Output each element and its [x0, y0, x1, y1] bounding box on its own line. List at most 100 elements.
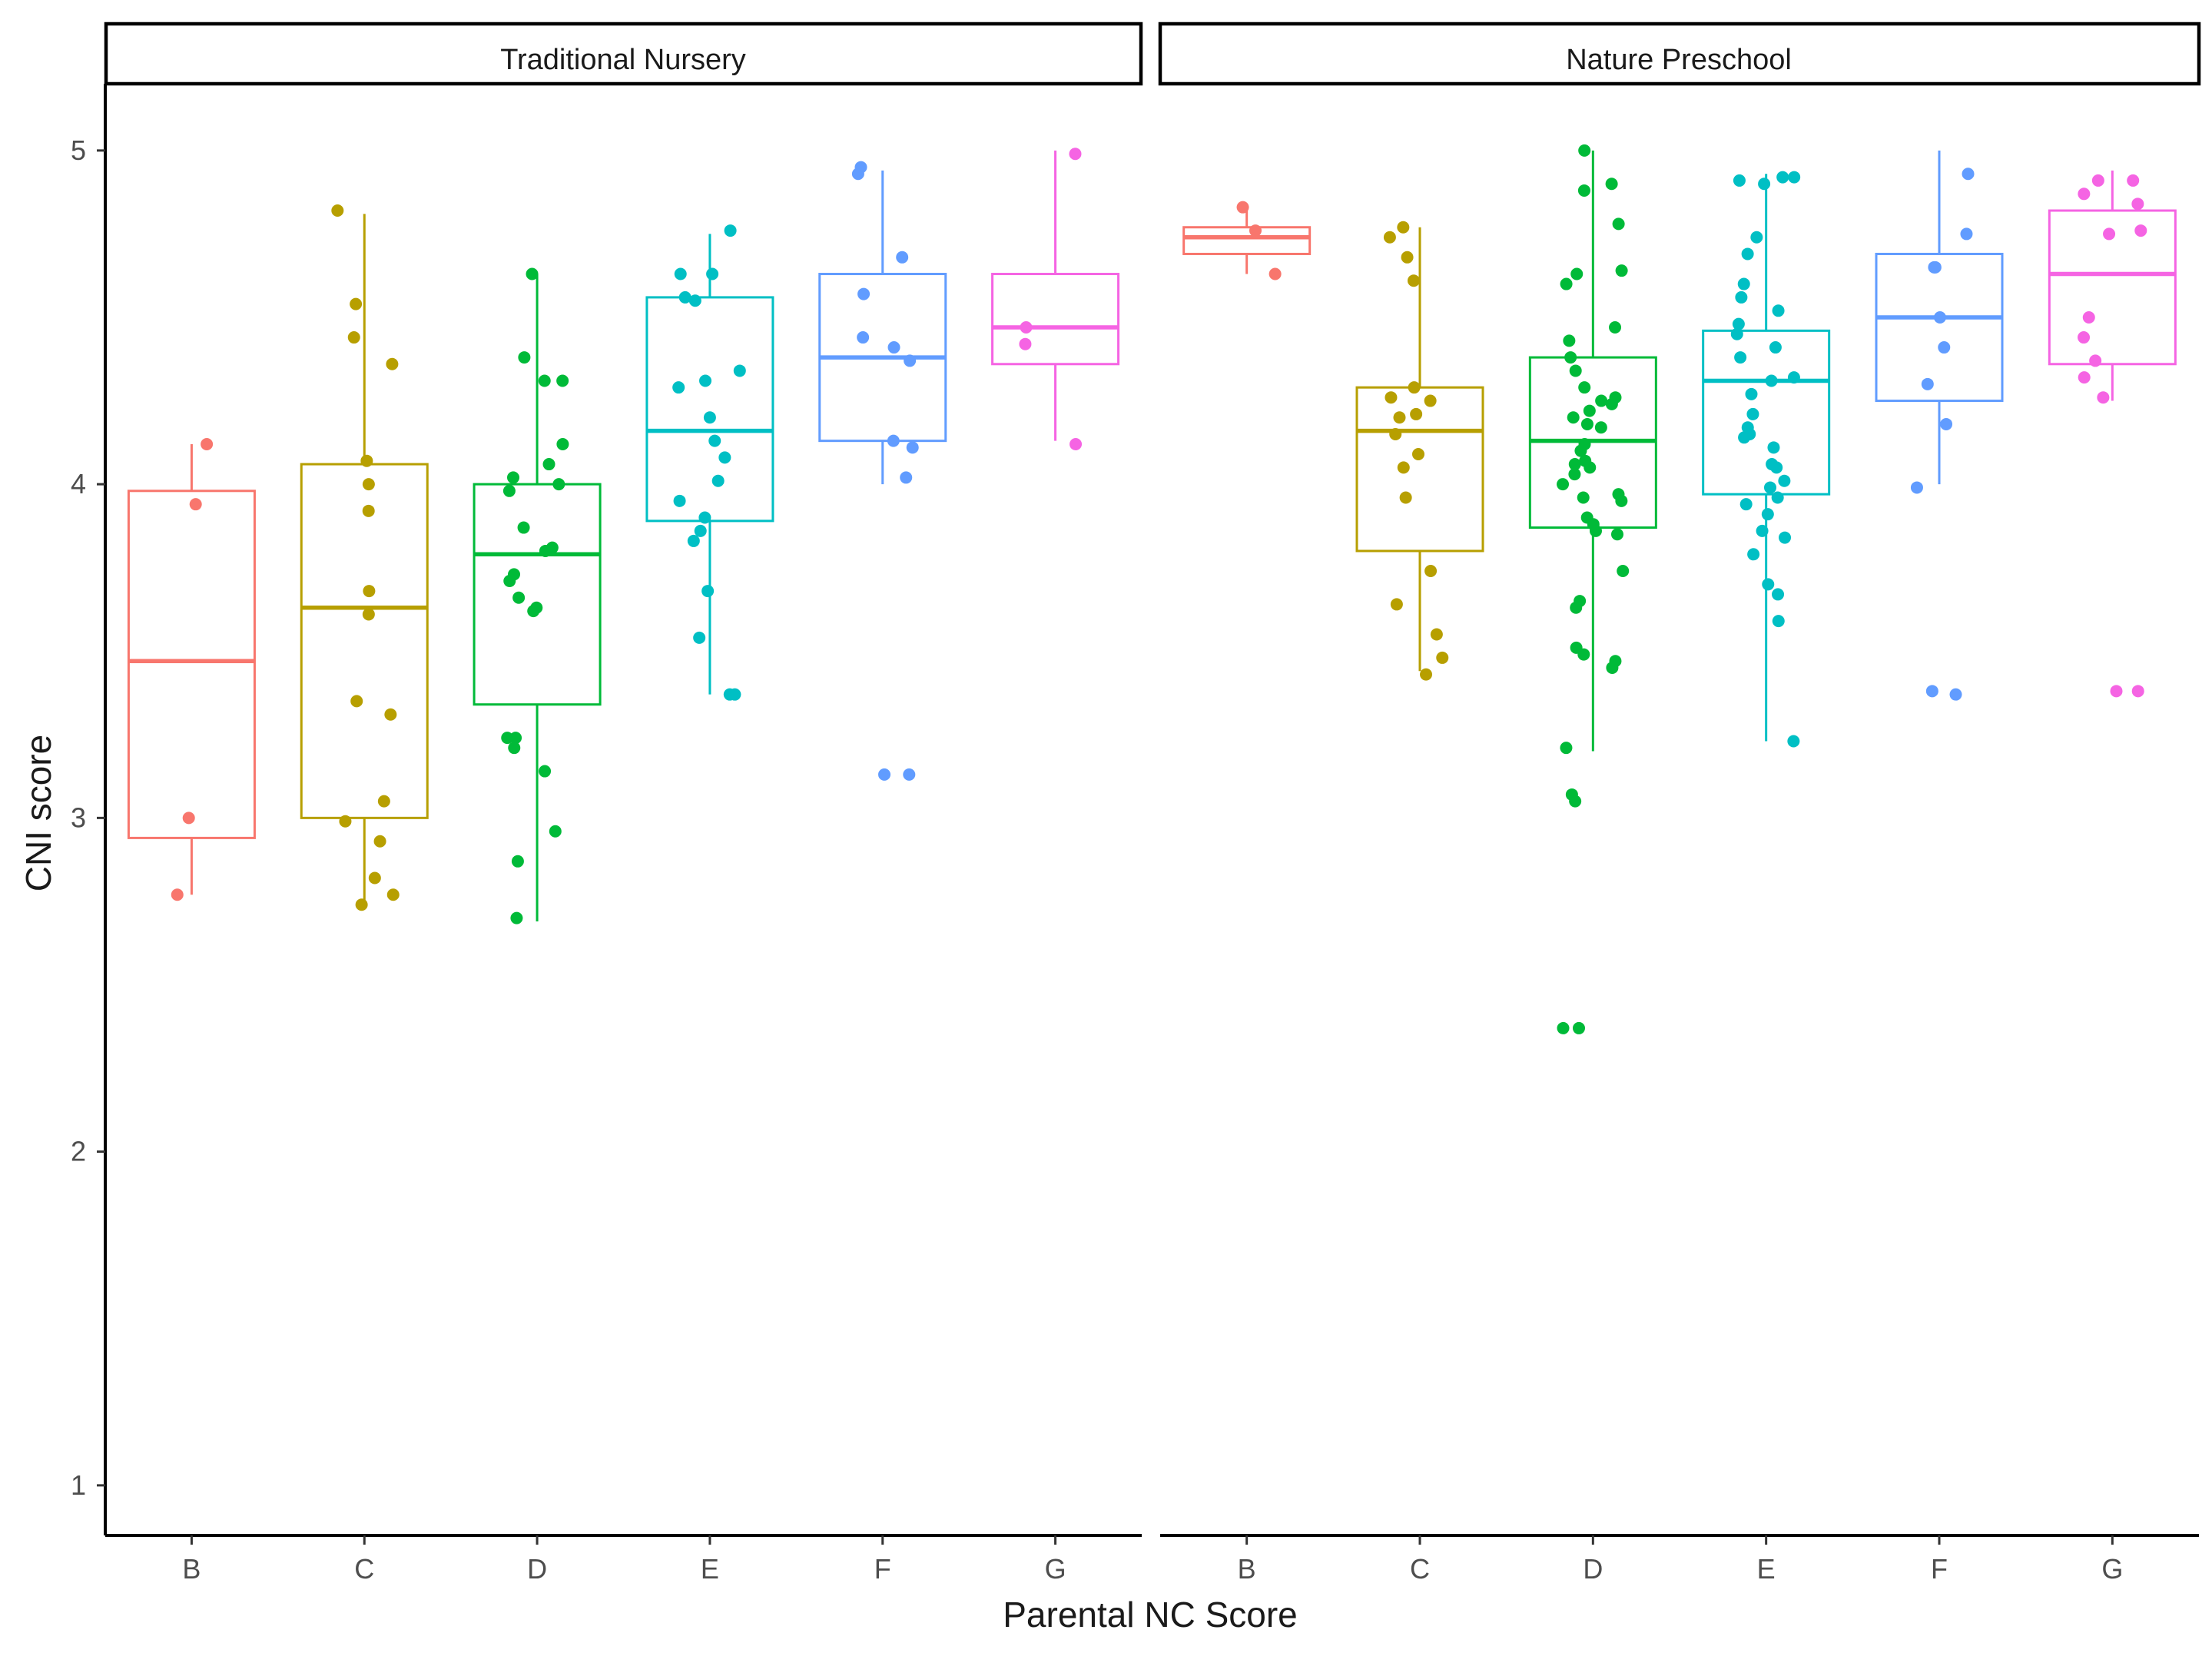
point-g-nature-preschool — [2078, 331, 2091, 344]
point-b-nature-preschool — [1236, 201, 1249, 214]
point-e-nature-preschool — [1750, 231, 1763, 244]
point-e-nature-preschool — [1767, 441, 1780, 454]
point-e-nature-preschool — [1772, 615, 1785, 628]
point-d-traditional-nursery — [508, 742, 521, 755]
point-b-traditional-nursery — [189, 498, 202, 511]
point-e-nature-preschool — [1772, 588, 1785, 601]
point-d-nature-preschool — [1609, 321, 1622, 334]
point-g-nature-preschool — [2131, 685, 2144, 698]
point-f-traditional-nursery — [878, 768, 891, 781]
point-e-nature-preschool — [1776, 171, 1789, 184]
y-tick-label-3: 3 — [71, 802, 86, 833]
point-c-nature-preschool — [1420, 668, 1433, 681]
point-c-nature-preschool — [1397, 221, 1410, 234]
point-c-traditional-nursery — [384, 708, 397, 721]
point-e-nature-preschool — [1779, 531, 1792, 544]
point-d-nature-preschool — [1557, 1021, 1570, 1034]
point-e-nature-preschool — [1770, 461, 1783, 474]
point-d-traditional-nursery — [518, 351, 531, 364]
point-e-nature-preschool — [1761, 508, 1774, 521]
y-tick-label-2: 2 — [71, 1136, 86, 1167]
strip-title-traditional-nursery: Traditional Nursery — [500, 44, 746, 76]
x-tick-label-g-nature-preschool: G — [2101, 1553, 2123, 1585]
point-f-nature-preschool — [1921, 377, 1934, 390]
point-g-nature-preschool — [2089, 354, 2102, 367]
point-f-nature-preschool — [1960, 227, 1973, 241]
point-e-nature-preschool — [1739, 498, 1753, 511]
point-c-traditional-nursery — [350, 297, 363, 310]
point-d-nature-preschool — [1606, 661, 1619, 674]
strip-nature-preschool — [1158, 22, 2201, 86]
point-b-traditional-nursery — [201, 437, 214, 450]
point-c-nature-preschool — [1424, 565, 1438, 578]
y-axis-title: CNI score — [18, 735, 58, 891]
point-f-traditional-nursery — [896, 251, 909, 264]
box-c-traditional-nursery — [300, 463, 429, 819]
point-d-nature-preschool — [1572, 1021, 1585, 1034]
point-c-nature-preschool — [1383, 231, 1396, 244]
point-e-traditional-nursery — [687, 534, 700, 547]
point-c-traditional-nursery — [355, 898, 368, 911]
point-e-nature-preschool — [1769, 341, 1782, 354]
point-f-traditional-nursery — [903, 768, 916, 781]
point-c-nature-preschool — [1393, 411, 1406, 424]
y-tick-label-4: 4 — [71, 468, 86, 500]
point-g-traditional-nursery — [1020, 321, 1033, 334]
point-c-nature-preschool — [1401, 251, 1414, 264]
point-e-nature-preschool — [1733, 174, 1746, 187]
point-e-nature-preschool — [1765, 374, 1778, 387]
point-e-nature-preschool — [1772, 304, 1785, 317]
point-d-nature-preschool — [1557, 478, 1570, 491]
point-d-nature-preschool — [1577, 184, 1590, 197]
point-d-nature-preschool — [1560, 742, 1573, 755]
point-c-traditional-nursery — [386, 357, 399, 370]
point-e-nature-preschool — [1741, 247, 1754, 261]
x-tick-label-e-nature-preschool: E — [1757, 1553, 1776, 1585]
point-d-traditional-nursery — [526, 267, 539, 280]
point-e-nature-preschool — [1756, 524, 1769, 537]
point-c-traditional-nursery — [363, 585, 376, 598]
point-c-traditional-nursery — [386, 888, 400, 901]
point-e-nature-preschool — [1746, 407, 1759, 420]
point-d-traditional-nursery — [539, 544, 552, 557]
box-b-traditional-nursery — [127, 490, 256, 839]
point-f-nature-preschool — [1949, 688, 1962, 701]
point-b-nature-preschool — [1269, 267, 1282, 280]
point-f-traditional-nursery — [904, 354, 917, 367]
point-e-traditional-nursery — [723, 688, 736, 701]
point-d-nature-preschool — [1578, 144, 1591, 157]
point-g-nature-preschool — [2134, 224, 2147, 237]
point-e-nature-preschool — [1788, 171, 1801, 184]
point-d-nature-preschool — [1569, 364, 1582, 377]
point-f-traditional-nursery — [857, 331, 870, 344]
point-d-nature-preschool — [1568, 468, 1581, 481]
point-d-traditional-nursery — [552, 478, 565, 491]
point-g-nature-preschool — [2078, 188, 2091, 201]
x-tick-label-d-nature-preschool: D — [1583, 1553, 1603, 1585]
point-g-nature-preschool — [2091, 174, 2104, 187]
point-e-nature-preschool — [1745, 387, 1758, 400]
point-c-traditional-nursery — [339, 815, 352, 828]
point-g-nature-preschool — [2131, 197, 2144, 211]
point-d-nature-preschool — [1594, 421, 1607, 434]
point-e-traditional-nursery — [724, 224, 737, 237]
panel-traditional-nursery: Traditional Nursery — [104, 22, 1143, 924]
point-f-nature-preschool — [1910, 481, 1923, 494]
point-e-traditional-nursery — [688, 294, 701, 307]
point-c-traditional-nursery — [360, 454, 373, 467]
point-e-nature-preschool — [1737, 277, 1750, 290]
point-d-nature-preschool — [1567, 411, 1580, 424]
point-g-traditional-nursery — [1069, 148, 1082, 161]
point-d-nature-preschool — [1615, 494, 1628, 507]
point-e-traditional-nursery — [672, 381, 685, 394]
point-f-traditional-nursery — [857, 287, 871, 300]
point-c-traditional-nursery — [362, 504, 375, 517]
point-e-nature-preschool — [1738, 431, 1751, 444]
point-f-traditional-nursery — [906, 441, 919, 454]
point-d-traditional-nursery — [556, 374, 569, 387]
y-axis: 1 2 3 4 5 — [71, 84, 107, 1535]
point-d-nature-preschool — [1568, 458, 1581, 471]
point-e-traditional-nursery — [678, 290, 691, 304]
point-c-traditional-nursery — [368, 871, 381, 885]
